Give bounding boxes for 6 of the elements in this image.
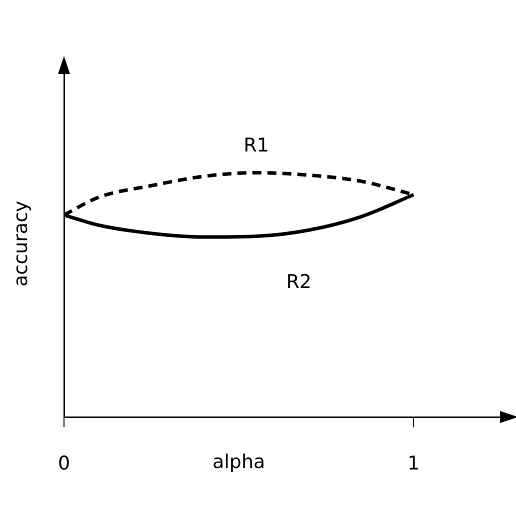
- x-tick-label: 0: [58, 452, 70, 475]
- series-label: R1: [244, 134, 269, 157]
- x-axis-title: alpha: [212, 451, 266, 474]
- y-axis-title: accuracy: [10, 200, 32, 286]
- x-tick-label: 1: [408, 452, 420, 475]
- series-label: R2: [286, 270, 312, 293]
